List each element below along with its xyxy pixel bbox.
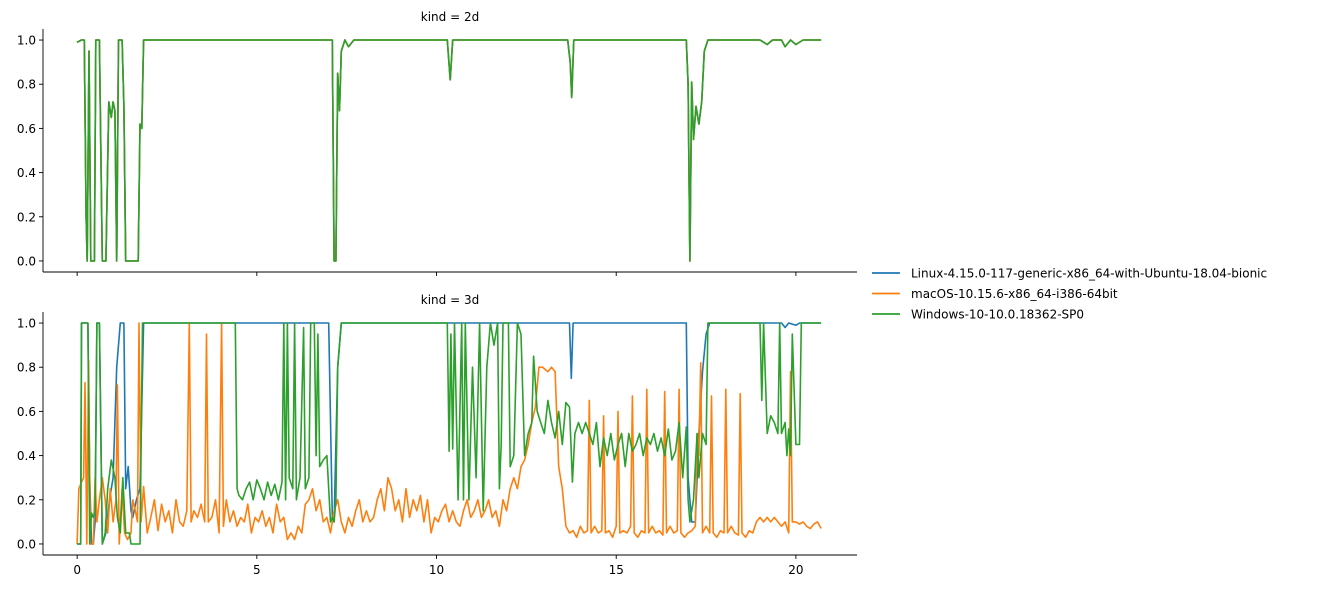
legend-label: macOS-10.15.6-x86_64-i386-64bit xyxy=(911,287,1118,301)
legend-label: Linux-4.15.0-117-generic-x86_64-with-Ubu… xyxy=(911,267,1267,281)
x-tick-label: 10 xyxy=(429,563,444,577)
x-tick-label: 15 xyxy=(609,563,624,577)
panel-2d: kind = 2d 0.0 0.2 0.4 0.6 0.8 1.0 xyxy=(17,10,857,276)
y-tick-label: 1.0 xyxy=(17,317,36,331)
y-tick-label: 0.8 xyxy=(17,361,36,375)
y-tick-label: 0.0 xyxy=(17,254,36,268)
series-line xyxy=(76,39,822,262)
y-tick-label: 0.6 xyxy=(17,122,36,136)
y-tick-label: 0.6 xyxy=(17,405,36,419)
y-tick-label: 0.0 xyxy=(17,537,36,551)
y-tick-label: 0.8 xyxy=(17,78,36,92)
panel-title: kind = 2d xyxy=(421,10,479,24)
x-tick-label: 20 xyxy=(788,563,803,577)
y-tick-label: 0.4 xyxy=(17,449,36,463)
panel-3d: kind = 3d 0.0 0.2 0.4 0.6 0.8 1.0 0 5 10 15 20 xyxy=(17,293,857,577)
y-tick-label: 0.4 xyxy=(17,166,36,180)
legend-label: Windows-10-10.0.18362-SP0 xyxy=(911,308,1084,322)
y-tick-label: 0.2 xyxy=(17,210,36,224)
series-line xyxy=(76,322,822,545)
legend: Linux-4.15.0-117-generic-x86_64-with-Ubu… xyxy=(872,267,1267,322)
panel-title: kind = 3d xyxy=(421,293,479,307)
x-tick-label: 0 xyxy=(73,563,81,577)
y-tick-label: 1.0 xyxy=(17,34,36,48)
series-line xyxy=(77,322,822,545)
y-tick-label: 0.2 xyxy=(17,493,36,507)
x-tick-label: 5 xyxy=(253,563,261,577)
